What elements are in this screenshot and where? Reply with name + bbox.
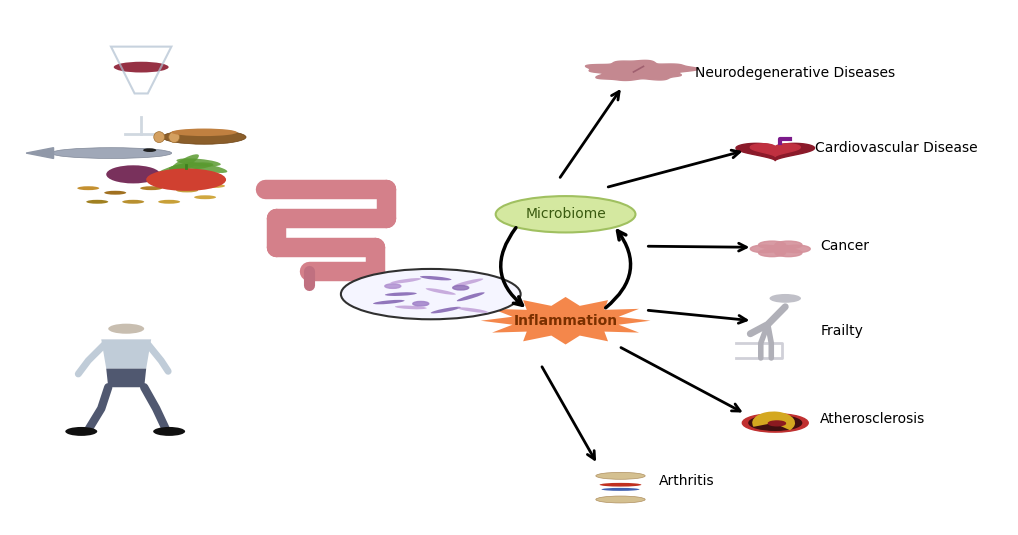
Ellipse shape	[158, 200, 180, 204]
Polygon shape	[585, 60, 698, 80]
Ellipse shape	[108, 324, 145, 334]
Ellipse shape	[144, 148, 157, 152]
Ellipse shape	[775, 249, 802, 257]
Ellipse shape	[341, 269, 520, 319]
Ellipse shape	[758, 249, 786, 257]
Ellipse shape	[596, 472, 645, 479]
Text: Microbiome: Microbiome	[525, 207, 606, 221]
Ellipse shape	[457, 307, 489, 313]
Polygon shape	[480, 297, 651, 345]
Polygon shape	[750, 144, 800, 156]
Ellipse shape	[742, 414, 808, 432]
Ellipse shape	[596, 496, 645, 503]
Ellipse shape	[114, 62, 169, 73]
Ellipse shape	[169, 162, 213, 171]
Ellipse shape	[65, 427, 98, 436]
Wedge shape	[752, 411, 795, 430]
Ellipse shape	[104, 191, 126, 195]
Ellipse shape	[51, 148, 172, 158]
Ellipse shape	[457, 292, 485, 301]
Ellipse shape	[185, 163, 227, 173]
Polygon shape	[106, 369, 147, 387]
Ellipse shape	[496, 196, 635, 233]
Ellipse shape	[162, 130, 246, 144]
Ellipse shape	[194, 195, 216, 199]
Ellipse shape	[602, 488, 639, 491]
Text: Cancer: Cancer	[821, 239, 869, 253]
Ellipse shape	[600, 483, 641, 487]
Ellipse shape	[373, 300, 404, 304]
Ellipse shape	[395, 305, 427, 309]
Ellipse shape	[168, 154, 199, 173]
Ellipse shape	[157, 162, 195, 176]
Ellipse shape	[147, 169, 226, 191]
Ellipse shape	[454, 279, 484, 286]
Ellipse shape	[153, 427, 185, 436]
Ellipse shape	[176, 188, 199, 193]
Polygon shape	[26, 148, 54, 158]
Ellipse shape	[171, 128, 237, 136]
Polygon shape	[736, 143, 814, 160]
Ellipse shape	[768, 246, 793, 253]
Ellipse shape	[77, 186, 99, 190]
Text: Arthritis: Arthritis	[659, 475, 714, 488]
Ellipse shape	[140, 186, 162, 190]
Text: Neurodegenerative Diseases: Neurodegenerative Diseases	[695, 66, 896, 80]
Ellipse shape	[749, 416, 801, 430]
Ellipse shape	[385, 292, 416, 296]
Ellipse shape	[385, 284, 401, 288]
Text: Frailty: Frailty	[821, 324, 863, 338]
Ellipse shape	[390, 278, 421, 284]
Ellipse shape	[176, 158, 221, 166]
Ellipse shape	[122, 200, 145, 204]
Ellipse shape	[426, 288, 456, 295]
Ellipse shape	[783, 245, 810, 253]
Ellipse shape	[750, 245, 778, 253]
Ellipse shape	[431, 307, 461, 314]
Ellipse shape	[169, 132, 179, 142]
Ellipse shape	[775, 241, 802, 249]
Polygon shape	[101, 339, 151, 369]
Text: Inflammation: Inflammation	[513, 314, 618, 328]
Ellipse shape	[87, 200, 108, 204]
Ellipse shape	[770, 294, 801, 303]
Ellipse shape	[420, 276, 452, 280]
Ellipse shape	[453, 286, 468, 290]
Ellipse shape	[769, 421, 786, 426]
Ellipse shape	[106, 165, 160, 184]
Text: Atherosclerosis: Atherosclerosis	[821, 412, 925, 426]
Ellipse shape	[154, 132, 165, 142]
Ellipse shape	[412, 301, 429, 306]
Text: Cardiovascular Disease: Cardiovascular Disease	[815, 141, 978, 155]
Ellipse shape	[758, 241, 786, 249]
Ellipse shape	[204, 184, 225, 188]
